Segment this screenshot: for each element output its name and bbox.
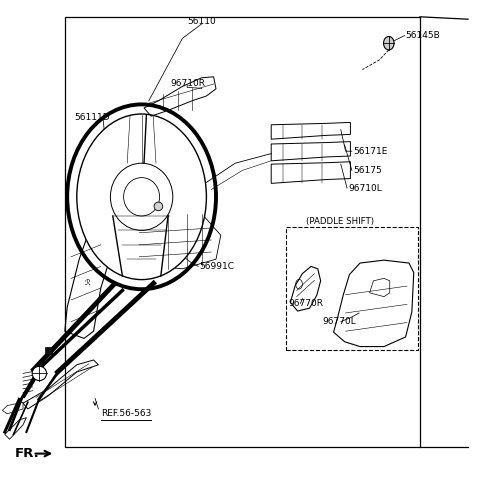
Ellipse shape <box>32 366 47 381</box>
Text: 56110: 56110 <box>187 17 216 26</box>
Text: REF.56-563: REF.56-563 <box>101 409 151 418</box>
Ellipse shape <box>77 114 206 279</box>
Text: 96710R: 96710R <box>170 80 205 88</box>
Text: 56145B: 56145B <box>406 32 440 40</box>
Text: FR.: FR. <box>14 447 39 460</box>
Ellipse shape <box>384 36 394 50</box>
Text: 96770L: 96770L <box>323 317 356 326</box>
Ellipse shape <box>154 202 163 211</box>
Text: (PADDLE SHIFT): (PADDLE SHIFT) <box>306 217 374 226</box>
Text: 96710L: 96710L <box>348 184 382 192</box>
Polygon shape <box>45 347 52 354</box>
Text: 56171E: 56171E <box>353 147 387 156</box>
Text: 56175: 56175 <box>353 166 382 175</box>
Text: 56111D: 56111D <box>74 113 110 122</box>
Text: 96770R: 96770R <box>288 299 323 308</box>
Text: 56991C: 56991C <box>199 262 234 271</box>
Text: ℛ: ℛ <box>84 280 90 286</box>
